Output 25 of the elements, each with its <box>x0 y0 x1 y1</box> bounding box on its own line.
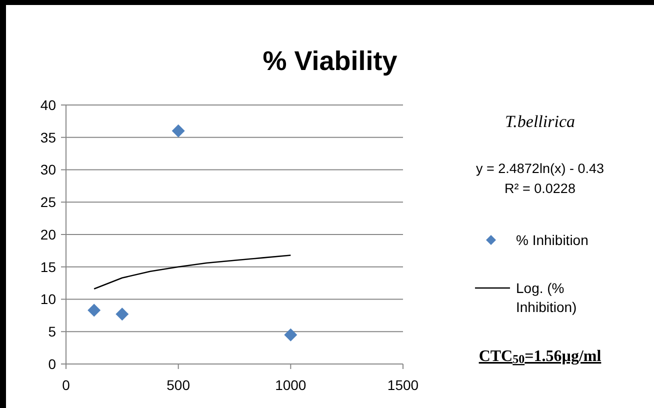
x-tick-label: 0 <box>62 377 70 393</box>
text: T.bellirica <box>504 112 576 131</box>
legend-label: % Inhibition <box>516 232 588 248</box>
y-tick-label: 35 <box>40 129 56 146</box>
line-series <box>93 254 292 290</box>
text: CTC$_{50}$=1.56µg/ml <box>478 348 602 366</box>
y-tick-label: 5 <box>48 324 56 340</box>
y-tick-label: 20 <box>40 226 56 242</box>
y-tick-label: 0 <box>48 356 56 372</box>
point <box>172 124 185 138</box>
legend-label: Log. (% Inhibition) <box>516 280 577 315</box>
point <box>88 304 101 317</box>
text: y = 2.4872ln(x) - 0.43 <box>476 161 604 176</box>
x-tick-label: 500 <box>166 377 190 393</box>
text: R² = 0.0228 <box>504 181 576 196</box>
y-tick-label: 40 <box>40 96 56 113</box>
y-tick-label: 15 <box>40 258 56 275</box>
x-tick-label: 1000 <box>275 377 306 393</box>
y-tick-label: 25 <box>40 194 56 210</box>
y-tick-label: 30 <box>40 162 56 178</box>
point <box>116 308 129 321</box>
point <box>284 328 298 342</box>
y-tick-label: 10 <box>40 291 56 308</box>
chart-title: % Viability <box>262 46 398 76</box>
x-tick-label: 1500 <box>387 377 419 393</box>
